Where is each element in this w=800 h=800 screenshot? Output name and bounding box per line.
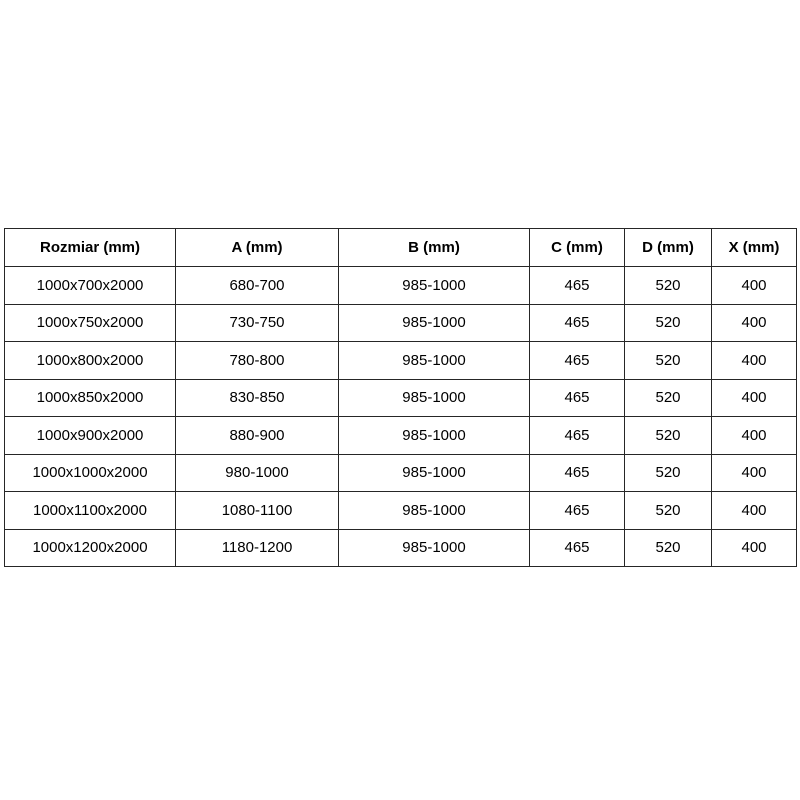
table-cell: 985-1000 (338, 491, 530, 530)
table-cell: 465 (529, 528, 625, 567)
table-cell: 465 (529, 266, 625, 305)
table-cell: 1080-1100 (175, 491, 339, 530)
table-row: 1000x1100x2000 1080-1100 985-1000 465 520 400 (4, 491, 797, 530)
table-cell: 400 (711, 416, 797, 455)
column-header-rozmiar: Rozmiar (mm) (4, 228, 176, 267)
table-cell: 520 (624, 341, 712, 380)
table-cell: 780-800 (175, 341, 339, 380)
table-row: 1000x850x2000 830-850 985-1000 465 520 400 (4, 378, 797, 417)
table-cell: 465 (529, 453, 625, 492)
table-cell: 830-850 (175, 378, 339, 417)
table-cell: 1000x1000x2000 (4, 453, 176, 492)
table-cell: 520 (624, 378, 712, 417)
table-cell: 985-1000 (338, 528, 530, 567)
column-header-a: A (mm) (175, 228, 339, 267)
table-cell: 985-1000 (338, 341, 530, 380)
table-row: 1000x1200x2000 1180-1200 985-1000 465 520 400 (4, 528, 797, 567)
table-cell: 520 (624, 491, 712, 530)
table-cell: 985-1000 (338, 266, 530, 305)
table-cell: 1000x800x2000 (4, 341, 176, 380)
table-cell: 680-700 (175, 266, 339, 305)
table-cell: 1000x900x2000 (4, 416, 176, 455)
column-header-d: D (mm) (624, 228, 712, 267)
table-cell: 400 (711, 378, 797, 417)
table-cell: 400 (711, 491, 797, 530)
table-cell: 1180-1200 (175, 528, 339, 567)
table-cell: 1000x700x2000 (4, 266, 176, 305)
header-row: Rozmiar (mm) A (mm) B (mm) C (mm) D (mm)… (4, 228, 797, 267)
table-cell: 465 (529, 491, 625, 530)
table-cell: 465 (529, 378, 625, 417)
table-row: 1000x750x2000 730-750 985-1000 465 520 400 (4, 303, 797, 342)
table-row: 1000x900x2000 880-900 985-1000 465 520 400 (4, 416, 797, 455)
table-cell: 985-1000 (338, 303, 530, 342)
table-cell: 985-1000 (338, 378, 530, 417)
table-cell: 520 (624, 528, 712, 567)
table-cell: 1000x1200x2000 (4, 528, 176, 567)
size-table-container: Rozmiar (mm) A (mm) B (mm) C (mm) D (mm)… (4, 228, 797, 567)
table-cell: 400 (711, 528, 797, 567)
table-cell: 465 (529, 341, 625, 380)
size-table: Rozmiar (mm) A (mm) B (mm) C (mm) D (mm)… (4, 228, 797, 567)
table-cell: 400 (711, 453, 797, 492)
table-row: 1000x1000x2000 980-1000 985-1000 465 520 400 (4, 453, 797, 492)
table-cell: 520 (624, 266, 712, 305)
table-cell: 1000x1100x2000 (4, 491, 176, 530)
column-header-c: C (mm) (529, 228, 625, 267)
table-cell: 520 (624, 453, 712, 492)
table-cell: 465 (529, 416, 625, 455)
table-cell: 980-1000 (175, 453, 339, 492)
table-row: 1000x800x2000 780-800 985-1000 465 520 400 (4, 341, 797, 380)
table-cell: 1000x750x2000 (4, 303, 176, 342)
table-cell: 730-750 (175, 303, 339, 342)
table-body: 1000x700x2000 680-700 985-1000 465 520 400 100… (4, 266, 797, 567)
table-cell: 465 (529, 303, 625, 342)
table-cell: 520 (624, 416, 712, 455)
column-header-x: X (mm) (711, 228, 797, 267)
table-row: 1000x700x2000 680-700 985-1000 465 520 400 (4, 266, 797, 305)
table-cell: 400 (711, 341, 797, 380)
table-cell: 1000x850x2000 (4, 378, 176, 417)
table-cell: 520 (624, 303, 712, 342)
table-cell: 985-1000 (338, 416, 530, 455)
table-header: Rozmiar (mm) A (mm) B (mm) C (mm) D (mm)… (4, 228, 797, 267)
table-cell: 880-900 (175, 416, 339, 455)
column-header-b: B (mm) (338, 228, 530, 267)
table-cell: 400 (711, 266, 797, 305)
table-cell: 400 (711, 303, 797, 342)
table-cell: 985-1000 (338, 453, 530, 492)
